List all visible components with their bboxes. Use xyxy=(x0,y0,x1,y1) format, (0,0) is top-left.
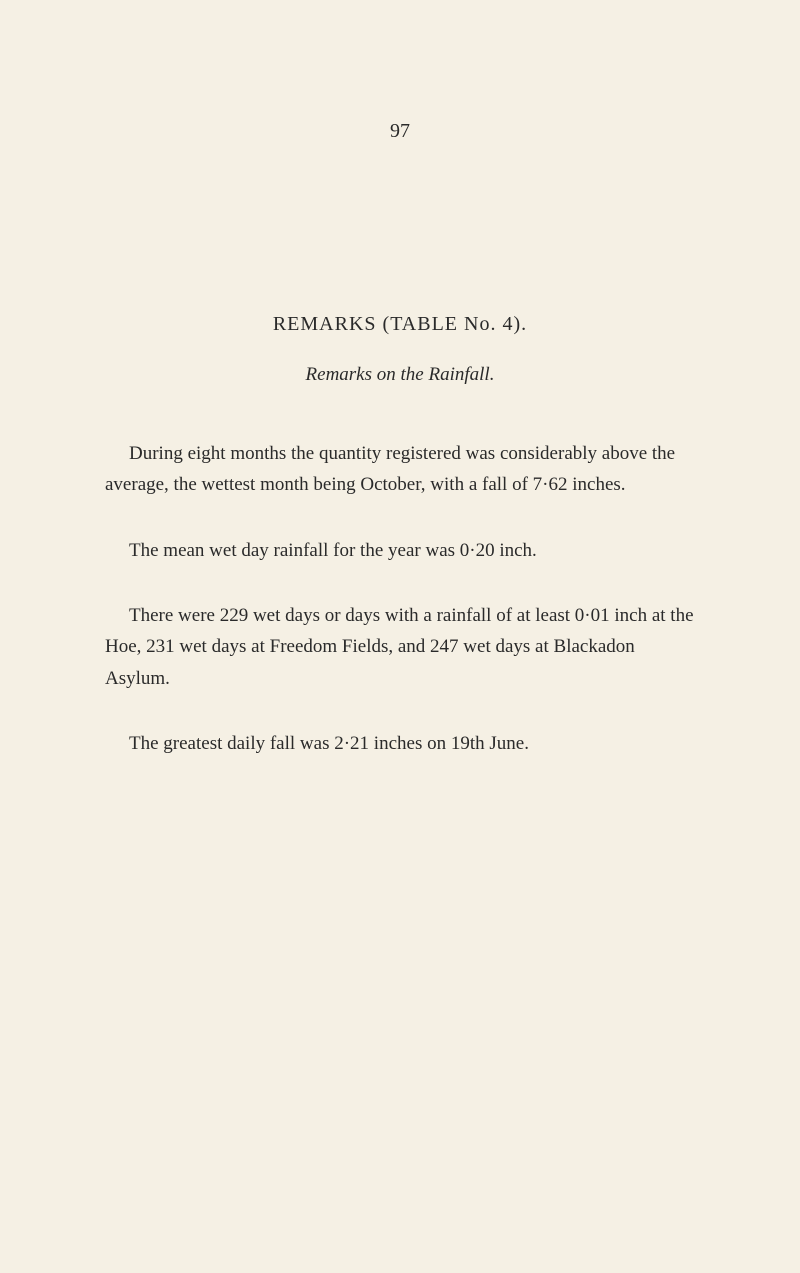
page-number: 97 xyxy=(105,120,695,143)
document-page: 97 REMARKS (TABLE No. 4). Remarks on the… xyxy=(0,0,800,873)
body-paragraph: The greatest daily fall was 2·21 inches … xyxy=(105,728,695,759)
section-subtitle: Remarks on the Rainfall. xyxy=(105,364,695,386)
body-paragraph: The mean wet day rainfall for the year w… xyxy=(105,535,695,566)
body-paragraph: There were 229 wet days or days with a r… xyxy=(105,600,695,694)
body-paragraph: During eight months the quantity registe… xyxy=(105,438,695,501)
section-title: REMARKS (TABLE No. 4). xyxy=(105,313,695,336)
